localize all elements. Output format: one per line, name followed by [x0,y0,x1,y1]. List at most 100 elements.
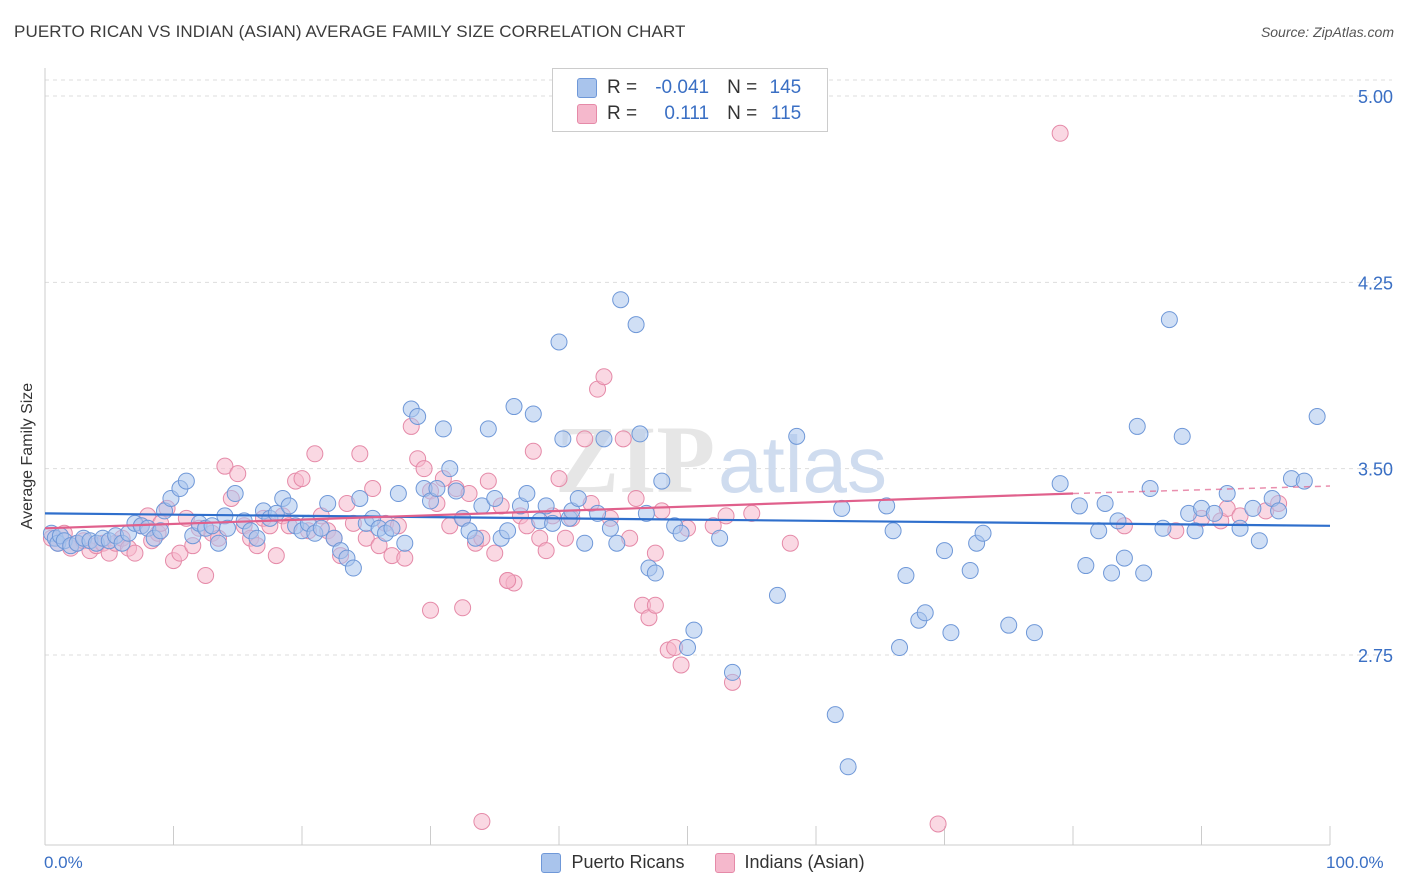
data-point-indians-asian [351,445,369,463]
data-point-puerto-ricans [351,489,369,507]
data-point-puerto-ricans [631,425,649,443]
legend-r-value: 0.111 [664,103,710,124]
data-point-puerto-ricans [646,564,664,582]
data-point-puerto-ricans [209,534,227,552]
data-point-puerto-ricans [518,485,536,503]
data-point-puerto-ricans [637,504,655,522]
data-point-puerto-ricans [1141,480,1159,498]
correlation-legend: R = -0.041 N = 145 R = 0.111 N = 115 [552,68,828,132]
blue-points-layer [42,291,1326,776]
data-point-puerto-ricans [312,519,330,537]
data-point-puerto-ricans [1109,512,1127,530]
data-point-puerto-ricans [936,542,953,560]
data-point-puerto-ricans [218,519,236,537]
data-point-puerto-ricans [576,534,594,552]
data-point-puerto-ricans [723,663,741,681]
data-point-indians-asian [415,460,433,478]
data-point-puerto-ricans [884,522,902,540]
trend-line-indians-asian [44,492,1074,530]
data-point-indians-asian [197,566,215,584]
data-point-puerto-ricans [177,472,195,490]
data-point-puerto-ricans [569,489,587,507]
data-point-indians-asian [473,812,491,830]
data-point-puerto-ricans [479,420,497,438]
data-point-puerto-ricans [1173,427,1191,445]
data-point-indians-asian [454,599,472,617]
data-point-indians-asian [653,502,671,520]
legend-item-puerto-ricans: Puerto Ricans [541,852,685,873]
data-point-puerto-ricans [897,566,915,584]
data-point-indians-asian [576,430,594,448]
data-point-puerto-ricans [441,460,459,478]
data-point-puerto-ricans [1205,504,1223,522]
data-point-indians-asian [672,656,690,674]
data-point-indians-asian [267,547,285,565]
data-point-puerto-ricans [685,621,703,639]
legend-row-blue: R = -0.041 N = 145 [577,77,801,99]
data-point-indians-asian [486,544,504,562]
data-point-puerto-ricans [1000,616,1018,634]
data-point-puerto-ricans [1308,407,1326,425]
data-point-puerto-ricans [389,485,407,503]
data-point-puerto-ricans [788,427,806,445]
data-point-indians-asian [550,470,568,488]
data-point-puerto-ricans [608,534,626,552]
legend-label-puerto-ricans: Puerto Ricans [571,852,685,872]
data-point-puerto-ricans [434,420,452,438]
data-point-puerto-ricans [878,497,896,515]
legend-n-label: N = [727,77,758,98]
data-point-indians-asian [646,544,664,562]
data-point-indians-asian [627,489,645,507]
y-tick-label: 5.00 [1358,87,1393,107]
data-point-puerto-ricans [826,706,844,724]
chart-title: PUERTO RICAN VS INDIAN (ASIAN) AVERAGE F… [14,22,686,41]
data-point-indians-asian [216,457,234,475]
data-point-puerto-ricans [344,559,362,577]
data-point-puerto-ricans [961,562,979,580]
data-point-puerto-ricans [152,522,170,540]
legend-item-indians-asian: Indians (Asian) [714,852,865,873]
data-point-puerto-ricans [466,529,484,547]
legend-r-label: R = [607,103,638,124]
data-point-indians-asian [126,544,144,562]
axis-layer [44,68,1331,846]
data-point-puerto-ricans [486,489,504,507]
data-point-puerto-ricans [595,430,613,448]
data-point-puerto-ricans [1090,522,1108,540]
data-point-puerto-ricans [499,522,517,540]
data-point-puerto-ricans [1160,311,1178,329]
data-point-puerto-ricans [537,497,555,515]
data-point-puerto-ricans [768,586,786,604]
data-point-puerto-ricans [1270,502,1288,520]
source-label: Source: ZipAtlas.com [1260,24,1394,40]
data-point-indians-asian [614,430,632,448]
data-point-puerto-ricans [891,639,909,657]
data-point-puerto-ricans [1186,522,1204,540]
legend-r-value: -0.041 [655,77,710,98]
data-point-puerto-ricans [505,398,523,416]
legend-n-label: N = [727,103,758,124]
data-point-puerto-ricans [839,758,857,776]
data-point-puerto-ricans [1115,549,1133,567]
y-tick-label: 2.75 [1358,646,1393,666]
data-point-indians-asian [743,504,761,522]
data-point-indians-asian [396,549,414,567]
data-point-puerto-ricans [226,485,244,503]
data-point-puerto-ricans [1096,494,1114,512]
data-point-puerto-ricans [1070,497,1088,515]
data-point-indians-asian [524,442,542,460]
trend-line-indians-asian-extension [1072,485,1331,495]
x-tick-label-max: 100.0% [1326,853,1384,872]
data-point-puerto-ricans [396,534,414,552]
data-point-indians-asian [364,480,382,498]
data-point-indians-asian [781,534,799,552]
data-point-puerto-ricans [711,529,729,547]
data-point-puerto-ricans [1128,417,1146,435]
data-point-indians-asian [171,544,189,562]
data-point-puerto-ricans [833,499,851,517]
data-point-puerto-ricans [550,333,568,351]
data-point-puerto-ricans [679,639,696,657]
grid-layer [45,79,1392,656]
legend-n-value: 115 [770,103,802,124]
